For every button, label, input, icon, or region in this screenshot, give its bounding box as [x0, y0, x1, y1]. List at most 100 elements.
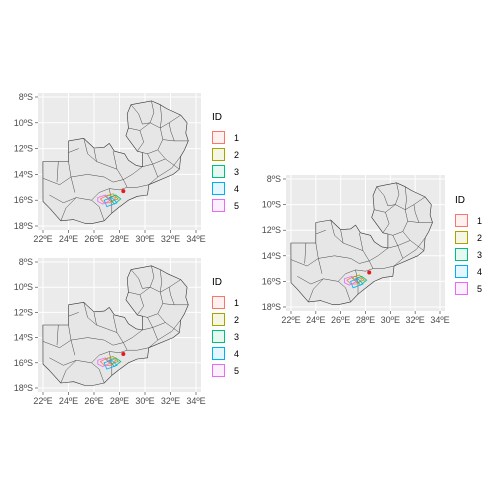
location-marker: [121, 351, 126, 356]
district-boundary: [130, 104, 151, 125]
id-area-2: [104, 356, 119, 365]
legend-item-5: 5: [212, 197, 239, 214]
district-boundary: [304, 242, 307, 264]
district-boundary: [149, 265, 155, 288]
legend-item-4: 4: [455, 263, 482, 280]
district-boundary: [93, 312, 97, 326]
legend-label: 4: [234, 183, 240, 194]
legend-item-5: 5: [455, 280, 482, 297]
legend-key: [212, 364, 225, 377]
legend-key: [455, 282, 468, 295]
legend-item-2: 2: [212, 311, 239, 328]
legend-right: ID 1 2 3 4 5: [455, 195, 482, 297]
district-boundary: [99, 349, 128, 356]
district-boundary: [127, 184, 149, 188]
map-right: 22ºE 24ºE 26ºE 28ºE 30ºE 32ºE 34ºE 8ºS 10ºS 12ºS 1…: [262, 174, 450, 325]
legend-item-4: 4: [212, 345, 239, 362]
legend-label: 3: [234, 166, 240, 177]
map-bottom-left: 22ºE 24ºE 26ºE 28ºE 30ºE 32ºE 34ºE 8ºS 10ºS 12ºS 1…: [14, 257, 206, 406]
x-tick-label: 34ºE: [186, 396, 205, 406]
legend-key: [212, 296, 225, 309]
y-tick-label: 14ºS: [262, 251, 281, 261]
district-boundary: [395, 182, 400, 205]
legend-key: [455, 248, 468, 261]
legend-item-2: 2: [212, 146, 239, 163]
id-area-2: [351, 274, 366, 284]
id-area-3: [354, 275, 368, 286]
district-boundary: [359, 232, 374, 269]
id-area-3: [108, 194, 122, 205]
legend-key: [455, 231, 468, 244]
district-boundary: [42, 337, 105, 348]
district-boundary: [168, 122, 175, 141]
legend-item-3: 3: [455, 246, 482, 263]
district-boundary: [160, 269, 162, 293]
district-boundary: [93, 148, 97, 162]
district-boundary: [157, 156, 181, 178]
legend-item-1: 1: [212, 294, 239, 311]
legend-label: 4: [234, 348, 240, 359]
legend-label: 2: [234, 149, 240, 160]
district-boundary: [68, 312, 79, 317]
district-boundary: [91, 200, 105, 221]
district-boundary: [315, 229, 326, 235]
legend-label: 5: [477, 283, 483, 294]
legend-key: [212, 165, 225, 178]
district-boundary: [127, 347, 149, 351]
legend-title: ID: [212, 277, 222, 288]
map-top-left: 22ºE 24ºE 26ºE 28ºE 30ºE 32ºE 34ºE 8ºS 10ºS 12ºS 1…: [14, 92, 206, 244]
district-boundary: [387, 245, 404, 267]
legend-key: [212, 330, 225, 343]
legend-label: 1: [234, 132, 240, 143]
legend-label: 1: [234, 297, 240, 308]
district-boundary: [387, 209, 408, 236]
x-tick-label: 24ºE: [59, 396, 78, 406]
x-tick-label: 30ºE: [381, 315, 400, 325]
district-boundary: [60, 197, 77, 221]
district-boundary: [290, 255, 351, 267]
legend-key: [212, 148, 225, 161]
y-tick-label: 12ºS: [262, 225, 281, 235]
district-boundary: [137, 130, 144, 152]
legend-item-3: 3: [212, 328, 239, 345]
x-tick-label: 30ºE: [135, 234, 154, 244]
x-tick-label: 22ºE: [33, 234, 52, 244]
legend-top-left: ID 1 2 3 4 5: [212, 112, 239, 214]
legend-label: 2: [477, 232, 483, 243]
district-boundary: [157, 319, 181, 341]
legend-key: [212, 131, 225, 144]
x-tick-label: 32ºE: [161, 234, 180, 244]
y-tick-label: 16ºS: [262, 276, 281, 286]
y-tick-label: 8ºS: [19, 257, 33, 267]
x-tick-label: 26ºE: [331, 315, 350, 325]
y-tick-label: 16ºS: [14, 195, 33, 205]
district-boundary: [402, 231, 425, 251]
y-tick-label: 12ºS: [14, 144, 33, 154]
id-area-2: [104, 193, 119, 202]
district-boundary: [308, 278, 324, 302]
legend-key: [212, 347, 225, 360]
x-tick-label: 28ºE: [110, 396, 129, 406]
x-tick-label: 24ºE: [59, 234, 78, 244]
x-tick-label: 28ºE: [110, 234, 129, 244]
x-tick-label: 28ºE: [356, 315, 375, 325]
legend-item-3: 3: [212, 163, 239, 180]
legend-label: 1: [477, 215, 483, 226]
district-boundary: [49, 355, 100, 366]
district-boundary: [60, 360, 77, 384]
y-tick-label: 8ºS: [267, 174, 281, 184]
district-boundary: [68, 148, 79, 153]
y-tick-label: 12ºS: [14, 307, 33, 317]
district-boundary: [137, 294, 144, 316]
district-boundary: [157, 149, 180, 170]
district-boundary: [99, 187, 128, 193]
x-tick-label: 34ºE: [430, 315, 449, 325]
legend-item-1: 1: [212, 129, 239, 146]
district-boundary: [160, 104, 162, 129]
x-tick-label: 22ºE: [281, 315, 300, 325]
legend-title: ID: [212, 112, 222, 123]
location-marker: [121, 189, 126, 194]
x-tick-label: 30ºE: [135, 396, 154, 406]
x-tick-label: 34ºE: [186, 234, 205, 244]
location-marker: [367, 270, 372, 275]
